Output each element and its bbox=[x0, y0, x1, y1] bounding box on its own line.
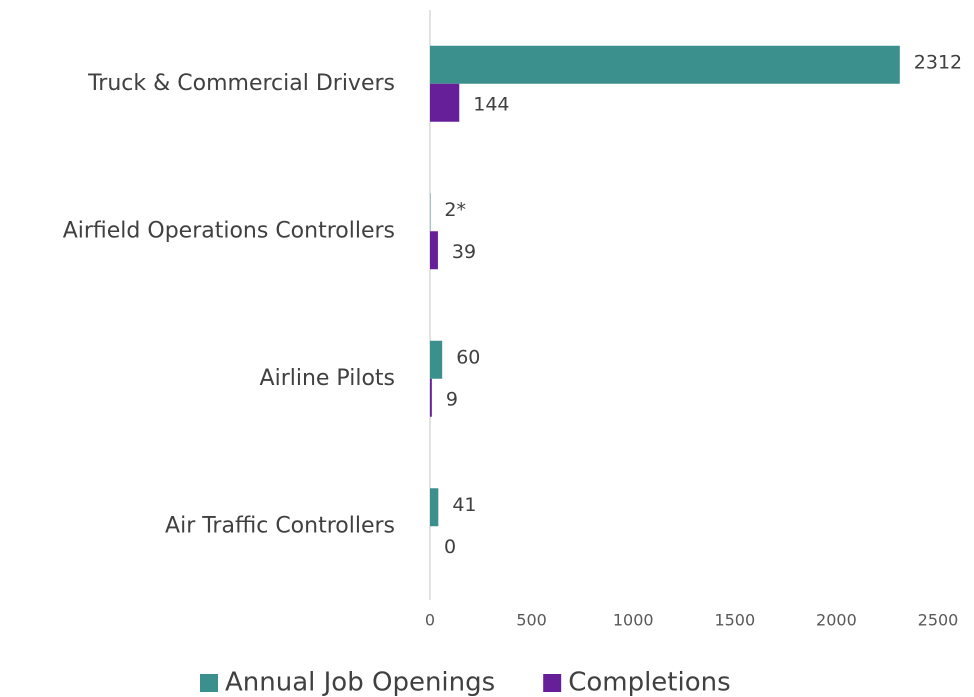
x-tick-label: 2500 bbox=[918, 611, 959, 630]
x-tick-label: 500 bbox=[516, 611, 547, 630]
bar bbox=[430, 488, 439, 527]
y-tick-label: Airline Pilots bbox=[260, 366, 395, 391]
x-tick-label: 0 bbox=[425, 611, 435, 630]
data-label: 2* bbox=[444, 199, 466, 221]
bar bbox=[430, 83, 460, 122]
data-label: 2312 bbox=[914, 51, 962, 73]
legend-label: Annual Job Openings bbox=[225, 668, 495, 697]
x-tick-label: 2000 bbox=[816, 611, 857, 630]
data-label: 144 bbox=[473, 93, 509, 115]
y-tick-label: Truck & Commercial Drivers bbox=[87, 71, 395, 96]
legend-swatch bbox=[543, 674, 562, 692]
data-label: 0 bbox=[444, 536, 456, 558]
bar bbox=[430, 378, 432, 417]
bar bbox=[430, 231, 438, 270]
x-tick-label: 1500 bbox=[714, 611, 755, 630]
y-tick-label: Airfield Operations Controllers bbox=[63, 218, 395, 243]
bar bbox=[430, 340, 443, 379]
data-label: 39 bbox=[452, 241, 476, 263]
data-label: 9 bbox=[446, 388, 458, 410]
data-label: 60 bbox=[456, 346, 480, 368]
legend-swatch bbox=[200, 674, 218, 692]
x-tick-label: 1000 bbox=[613, 611, 654, 630]
bar bbox=[430, 45, 900, 84]
data-label: 41 bbox=[452, 494, 476, 516]
y-tick-label: Air Traffic Controllers bbox=[165, 513, 395, 538]
legend-label: Completions bbox=[568, 668, 730, 697]
